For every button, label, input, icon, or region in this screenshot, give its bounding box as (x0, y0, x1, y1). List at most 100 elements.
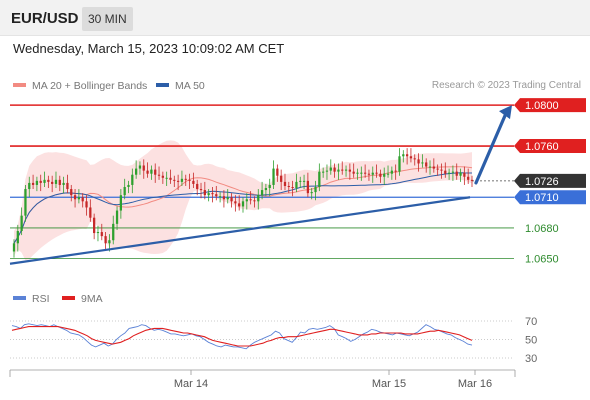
level-label-current: 1.0726 (525, 176, 559, 188)
candle (337, 169, 340, 172)
candle (295, 181, 298, 189)
candle (356, 172, 359, 174)
candle (12, 243, 16, 252)
candle (375, 172, 378, 174)
candle (165, 177, 168, 179)
candle (264, 188, 268, 191)
candle (398, 156, 401, 172)
candle (467, 176, 470, 180)
candle (283, 181, 287, 186)
candle (459, 172, 462, 176)
legend-ma50: MA 50 (156, 80, 205, 92)
candle (325, 170, 329, 172)
candle (70, 189, 73, 196)
candle (280, 175, 283, 182)
candle (405, 154, 409, 157)
candle (386, 173, 390, 175)
candle (432, 166, 435, 169)
candle (310, 192, 313, 194)
candle (257, 195, 260, 202)
legend-ma50-label: MA 50 (175, 80, 205, 92)
candle (54, 179, 58, 184)
candle (348, 169, 352, 172)
candle (329, 167, 332, 171)
rsi-tick-label: 70 (525, 316, 537, 328)
candle (253, 200, 256, 202)
candle (425, 162, 428, 167)
candle (383, 173, 386, 177)
candle (146, 170, 149, 174)
rsi-line (11, 323, 473, 350)
legend-9ma-label: 9MA (81, 293, 103, 305)
candle (322, 171, 325, 173)
candle (344, 169, 348, 171)
candle (62, 182, 65, 185)
candle (333, 167, 336, 172)
candle (127, 184, 130, 187)
candle (104, 236, 107, 244)
candle (108, 240, 111, 244)
candle (302, 180, 306, 182)
candle (417, 159, 420, 164)
level-tag-resistance (514, 98, 586, 113)
candle (96, 232, 100, 234)
candle (196, 183, 199, 190)
candle (157, 174, 161, 176)
level-label-support: 1.0680 (525, 223, 559, 235)
candle (341, 169, 344, 171)
candle (39, 180, 42, 183)
legend-bollinger: MA 20 + Bollinger Bands (13, 80, 147, 92)
candle (226, 197, 229, 200)
ma9-swatch (62, 296, 75, 301)
candle (447, 172, 451, 174)
level-label-pivot: 1.0710 (525, 192, 559, 204)
candle (276, 168, 279, 176)
candle (169, 177, 172, 180)
candle (268, 184, 271, 189)
candle (180, 178, 184, 182)
candle (115, 210, 119, 224)
bollinger-swatch (13, 83, 26, 88)
candle (371, 172, 374, 175)
candle (211, 193, 214, 195)
candle (58, 179, 61, 185)
timestamp: Wednesday, March 15, 2023 10:09:02 AM CE… (13, 41, 285, 56)
forecast-arrowhead (499, 105, 512, 120)
candle (436, 168, 439, 170)
candle (192, 180, 195, 184)
candle (299, 180, 302, 182)
level-tag-current (514, 173, 586, 188)
ma50-swatch (156, 83, 169, 88)
candle (24, 189, 27, 216)
symbol-title: EUR/USD (11, 10, 79, 27)
candle (31, 182, 35, 185)
candle (314, 187, 317, 193)
candle (379, 173, 382, 177)
level-label-resistance: 1.0800 (525, 100, 559, 112)
candle (47, 179, 50, 182)
candle (85, 201, 88, 208)
trendline (9, 196, 471, 265)
interval-button[interactable]: 30 MIN (82, 7, 133, 31)
candle (188, 179, 191, 181)
candle (421, 162, 424, 164)
level-label-resistance: 1.0760 (525, 141, 559, 153)
candle (234, 201, 237, 204)
candle (16, 231, 19, 244)
candle (451, 171, 455, 173)
candle (215, 194, 218, 197)
header-bar: EUR/USD 30 MIN (0, 0, 590, 36)
candle (367, 173, 371, 175)
forecast-arrow (474, 111, 508, 185)
legend-rsi: RSI (13, 293, 50, 305)
candle (402, 154, 405, 157)
candle (123, 187, 126, 196)
candle (428, 166, 432, 168)
candle (394, 170, 397, 172)
candle (73, 195, 77, 200)
candle (100, 232, 103, 237)
candle (440, 169, 443, 171)
candle (154, 169, 157, 175)
candle (51, 181, 54, 184)
